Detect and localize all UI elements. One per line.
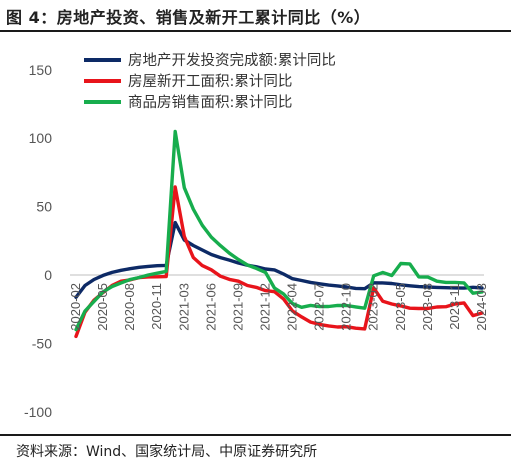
y-axis-ticks: 150 100 50 0 -50 -100 [24,62,52,420]
x-tick-label: 2020-08 [122,283,137,331]
series-line-1 [74,220,484,299]
x-tick-label: 2022-10 [339,283,354,331]
x-tick-label: 2023-08 [420,283,435,331]
y-tick-label: 150 [29,62,53,78]
legend-label: 房地产开发投资完成额:累计同比 [128,52,336,69]
x-tick-label: 2021-09 [230,283,245,331]
y-tick-label: 50 [36,199,52,215]
legend-label: 房屋新开工面积:累计同比 [128,73,292,90]
y-tick-label: -100 [24,404,52,420]
x-tick-label: 2020-05 [95,283,110,331]
y-tick-label: 0 [44,267,52,283]
x-tick-label: 2022-04 [285,283,300,331]
figure-title: 图 4：房地产投资、销售及新开工累计同比（%） [6,8,371,27]
x-tick-label: 2023-05 [393,283,408,331]
source-divider [0,434,511,436]
x-tick-label: 2021-12 [258,283,273,331]
y-tick-label: 100 [29,130,53,146]
x-tick-label: 2020-11 [149,283,164,330]
source-note: 资料来源：Wind、国家统计局、中原证券研究所 [16,444,318,460]
series-line-3 [74,129,484,332]
x-tick-label: 2023-11 [447,283,462,330]
x-tick-label: 2020-02 [68,283,83,331]
series-lines [74,129,484,339]
x-tick-label: 2023-02 [366,283,381,331]
x-axis-ticks: 2020-02 2020-05 2020-08 2020-11 2021-03 2021-… [68,283,489,331]
x-tick-label: 2024-03 [474,283,489,331]
x-tick-label: 2021-06 [203,283,218,331]
title-divider [0,30,511,32]
y-tick-label: -50 [32,335,52,351]
x-tick-label: 2021-03 [176,283,191,331]
x-tick-label: 2022-07 [312,283,327,331]
legend-label: 商品房销售面积:累计同比 [128,94,292,111]
